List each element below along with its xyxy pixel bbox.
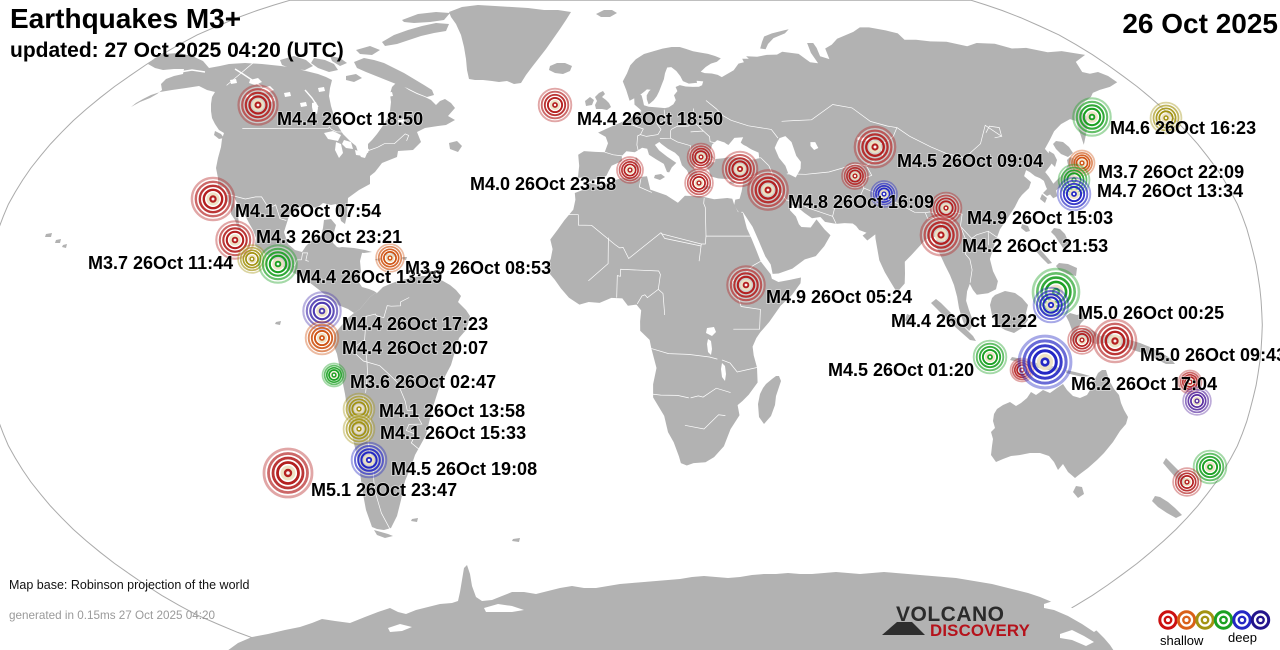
svg-text:M4.5 26Oct 09:04: M4.5 26Oct 09:04 xyxy=(897,151,1043,171)
svg-text:M5.1 26Oct 23:47: M5.1 26Oct 23:47 xyxy=(311,480,457,500)
svg-text:M3.9 26Oct 08:53: M3.9 26Oct 08:53 xyxy=(405,258,551,278)
svg-text:M3.6 26Oct 02:47: M3.6 26Oct 02:47 xyxy=(350,372,496,392)
svg-text:M4.9 26Oct 05:24: M4.9 26Oct 05:24 xyxy=(766,287,912,307)
svg-text:DISCOVERY: DISCOVERY xyxy=(930,621,1030,640)
svg-text:M6.2 26Oct 17:04: M6.2 26Oct 17:04 xyxy=(1071,374,1217,394)
svg-text:deep: deep xyxy=(1228,630,1257,645)
svg-text:shallow: shallow xyxy=(1160,633,1204,648)
svg-text:M4.5 26Oct 01:20: M4.5 26Oct 01:20 xyxy=(828,360,974,380)
svg-text:M4.0 26Oct 23:58: M4.0 26Oct 23:58 xyxy=(470,174,616,194)
svg-text:M4.4 26Oct 13:29: M4.4 26Oct 13:29 xyxy=(296,267,442,287)
svg-text:M5.0 26Oct 00:25: M5.0 26Oct 00:25 xyxy=(1078,303,1224,323)
svg-text:M4.6 26Oct 16:23: M4.6 26Oct 16:23 xyxy=(1110,118,1256,138)
svg-text:M4.4 26Oct 12:22: M4.4 26Oct 12:22 xyxy=(891,311,1037,331)
svg-text:generated in 0.15ms 27 Oct 202: generated in 0.15ms 27 Oct 2025 04:20 xyxy=(9,609,215,622)
svg-text:M4.1 26Oct 07:54: M4.1 26Oct 07:54 xyxy=(235,201,381,221)
svg-text:M4.3 26Oct 23:21: M4.3 26Oct 23:21 xyxy=(256,227,402,247)
svg-text:M4.1 26Oct 13:58: M4.1 26Oct 13:58 xyxy=(379,401,525,421)
svg-text:M4.4 26Oct 17:23: M4.4 26Oct 17:23 xyxy=(342,314,488,334)
svg-text:M3.7 26Oct 22:09: M3.7 26Oct 22:09 xyxy=(1098,162,1244,182)
svg-text:M4.1 26Oct 15:33: M4.1 26Oct 15:33 xyxy=(380,423,526,443)
svg-text:M4.4 26Oct 20:07: M4.4 26Oct 20:07 xyxy=(342,338,488,358)
svg-text:M4.8 26Oct 16:09: M4.8 26Oct 16:09 xyxy=(788,192,934,212)
svg-text:VOLCANO: VOLCANO xyxy=(896,603,1005,626)
svg-text:M3.7 26Oct 11:44: M3.7 26Oct 11:44 xyxy=(88,253,233,273)
svg-text:M5.0 26Oct 09:43: M5.0 26Oct 09:43 xyxy=(1140,345,1280,365)
svg-text:M4.4 26Oct 18:50: M4.4 26Oct 18:50 xyxy=(577,109,723,129)
svg-text:26 Oct 2025: 26 Oct 2025 xyxy=(1122,8,1278,39)
svg-text:M4.5 26Oct 19:08: M4.5 26Oct 19:08 xyxy=(391,459,537,479)
svg-text:Map base: Robinson projection: Map base: Robinson projection of the wor… xyxy=(9,578,249,592)
svg-text:Earthquakes M3+: Earthquakes M3+ xyxy=(10,3,241,34)
svg-text:M4.2 26Oct 21:53: M4.2 26Oct 21:53 xyxy=(962,236,1108,256)
svg-text:M4.4 26Oct 18:50: M4.4 26Oct 18:50 xyxy=(277,109,423,129)
svg-text:updated: 27 Oct 2025 04:20 (UT: updated: 27 Oct 2025 04:20 (UTC) xyxy=(10,39,344,62)
svg-text:M4.7 26Oct 13:34: M4.7 26Oct 13:34 xyxy=(1097,181,1243,201)
svg-text:M4.9 26Oct 15:03: M4.9 26Oct 15:03 xyxy=(967,208,1113,228)
